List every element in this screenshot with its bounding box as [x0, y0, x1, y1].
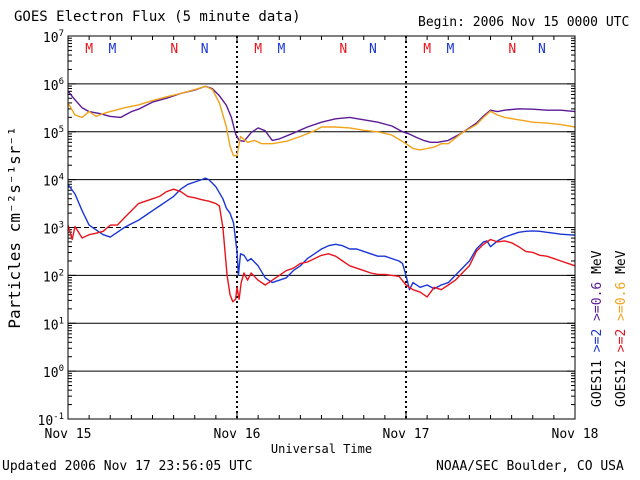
- x-tick-label: Nov 15: [45, 427, 92, 442]
- x-tick-label: Nov 16: [214, 427, 261, 442]
- y-tick-label: 102: [43, 268, 64, 285]
- legend-entry: >=0.6: [590, 282, 605, 321]
- marker-label: M: [254, 42, 262, 57]
- plot-frame: [67, 35, 576, 420]
- y-tick-label: 106: [43, 77, 64, 94]
- legend-entry: MeV: [590, 250, 605, 274]
- legend-entry: [614, 274, 629, 282]
- marker-label: M: [423, 42, 431, 57]
- marker-label: N: [170, 42, 178, 57]
- y-tick-label: 107: [43, 29, 64, 46]
- x-tick-label: Nov 18: [552, 427, 599, 442]
- legend-entry: [614, 352, 629, 360]
- x-axis-label: Universal Time: [271, 442, 372, 456]
- series-line: [67, 177, 576, 291]
- y-tick-label: 100: [43, 364, 64, 381]
- y-axis-label: Particles cm⁻²s⁻¹sr⁻¹: [5, 126, 24, 328]
- marker-label: M: [108, 42, 116, 57]
- y-tick-label: 103: [43, 221, 64, 238]
- legend-entry: GOES12: [614, 360, 629, 407]
- credit-label: NOAA/SEC Boulder, CO USA: [436, 459, 624, 474]
- y-tick-label: 104: [43, 173, 64, 190]
- y-tick-label: 10-1: [38, 412, 65, 429]
- begin-time-label: Begin: 2006 Nov 15 0000 UTC: [418, 15, 630, 30]
- marker-label: N: [538, 42, 546, 57]
- updated-timestamp: Updated 2006 Nov 17 23:56:05 UTC: [2, 459, 253, 474]
- chart-title: GOES Electron Flux (5 minute data): [14, 9, 301, 25]
- legend-entry: [590, 274, 605, 282]
- legend-entry: >=2: [590, 329, 605, 352]
- marker-label: M: [85, 42, 93, 57]
- y-tick-label: 105: [43, 125, 64, 142]
- legend-entry: [614, 321, 629, 329]
- marker-label: M: [446, 42, 454, 57]
- marker-label: N: [201, 42, 209, 57]
- marker-label: N: [369, 42, 377, 57]
- marker-label: N: [508, 42, 516, 57]
- series-line: [67, 188, 576, 303]
- y-tick-label: 101: [43, 316, 64, 333]
- series-line: [67, 85, 576, 157]
- x-tick-label: Nov 17: [383, 427, 430, 442]
- marker-label: N: [339, 42, 347, 57]
- legend-entry: >=0.6: [614, 282, 629, 321]
- legend-entry: [590, 352, 605, 360]
- legend-entry: >=2: [614, 329, 629, 352]
- legend-entry: [590, 321, 605, 329]
- legend-entry: GOES11: [590, 360, 605, 407]
- series-line: [67, 85, 576, 143]
- marker-label: M: [277, 42, 285, 57]
- legend-goes12: GOES12 >=2 >=0.6 MeV: [614, 250, 629, 407]
- legend-entry: MeV: [614, 250, 629, 274]
- legend-goes11: GOES11 >=2 >=0.6 MeV: [590, 250, 605, 407]
